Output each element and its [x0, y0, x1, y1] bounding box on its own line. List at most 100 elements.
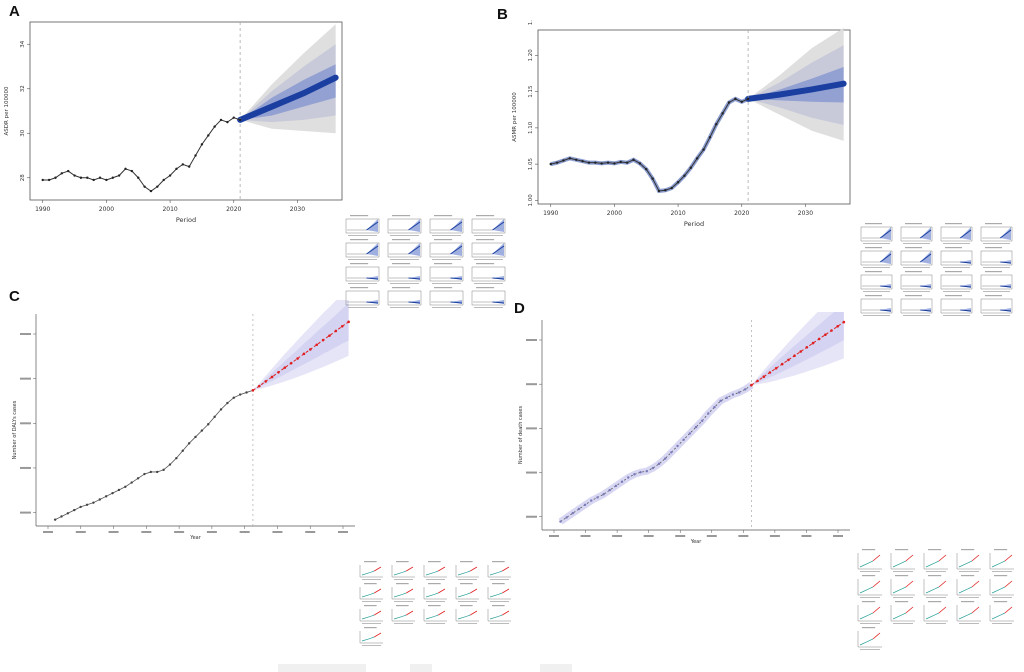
- panel-frame: [900, 250, 933, 266]
- panel-title-blur: [994, 549, 1008, 551]
- history-point: [731, 393, 735, 396]
- small-multiple-panel: [391, 583, 415, 602]
- panel-letter-c: C: [9, 288, 20, 305]
- panel-frame: [345, 242, 380, 258]
- history-point: [213, 125, 216, 128]
- x-tick-label: 2000: [607, 210, 622, 217]
- panel-letter-a: A: [9, 3, 20, 20]
- panel-axis-blur: [348, 307, 377, 308]
- panel-title-blur: [350, 215, 369, 217]
- history-point: [670, 186, 673, 190]
- panel-axis-blur: [903, 315, 930, 316]
- panel-axis-blur: [458, 579, 477, 580]
- history-point: [92, 178, 95, 182]
- panel-projection: [502, 610, 510, 616]
- small-multiple-panel: [989, 575, 1014, 598]
- projection-point: [768, 371, 772, 374]
- panel-axis-blur: [860, 597, 880, 598]
- history-point: [600, 162, 603, 165]
- panel-projection: [938, 554, 947, 562]
- small-multiple-panel: [900, 271, 933, 292]
- bottom-strip: [540, 664, 572, 672]
- small-multiple-panel: [989, 601, 1014, 624]
- forecast-mean-line: [237, 74, 339, 123]
- history-point: [213, 415, 216, 419]
- panel-history: [393, 592, 407, 598]
- panel-mean: [492, 245, 505, 255]
- panel-title-blur: [476, 215, 495, 217]
- small-multiple-panel: [923, 575, 948, 598]
- history-point: [727, 101, 731, 104]
- x-tick-label: 2010: [670, 210, 685, 217]
- projection-point: [780, 362, 784, 366]
- history-point: [575, 158, 578, 161]
- panel-projection: [905, 606, 914, 614]
- history-point: [746, 97, 750, 101]
- panel-title-blur: [905, 271, 923, 273]
- panel-title-blur: [905, 247, 923, 249]
- small-multiple-panel: [487, 605, 511, 624]
- small-multiple-panel: [359, 627, 383, 646]
- panel-title-blur: [350, 239, 369, 241]
- history-point: [694, 425, 698, 429]
- small-multiple-panel: [471, 263, 506, 284]
- projection-point: [258, 384, 261, 388]
- history-point: [130, 481, 133, 484]
- small-multiple-panel: [860, 295, 893, 316]
- history-point: [695, 157, 699, 160]
- panel-projection: [374, 632, 382, 638]
- small-multiple-panel: [471, 287, 506, 308]
- small-multiple-panel: [857, 549, 882, 572]
- panel-mean: [366, 221, 379, 231]
- panel-history: [958, 586, 973, 594]
- panel-history: [393, 570, 407, 576]
- history-point: [181, 163, 185, 166]
- x-tick-label-blur: [675, 535, 686, 537]
- panel-axis-blur: [394, 623, 413, 624]
- panel-axis-blur: [362, 579, 381, 580]
- x-tick-label: 2010: [162, 206, 177, 213]
- x-tick-label-blur: [580, 535, 591, 537]
- panel-title-blur: [396, 561, 409, 563]
- projection-point: [302, 352, 306, 356]
- outer-prediction-band: [252, 300, 349, 391]
- history-point: [85, 503, 89, 506]
- panel-mean: [408, 301, 421, 304]
- history-point: [590, 499, 593, 502]
- panel-mean: [920, 285, 932, 288]
- history-point: [719, 399, 722, 403]
- small-multiple-panel: [956, 575, 981, 598]
- panel-title-blur: [862, 627, 876, 629]
- history-point: [583, 503, 587, 506]
- projection-point: [817, 337, 821, 341]
- small-multiple-panel: [391, 605, 415, 624]
- small-multiple-panel: [429, 215, 464, 236]
- panel-title-blur: [865, 295, 883, 297]
- history-point: [676, 181, 680, 184]
- x-axis-label: Period: [684, 220, 704, 228]
- panel-mean: [960, 309, 972, 312]
- panel-title-blur: [961, 601, 975, 603]
- panel-frame: [980, 250, 1013, 266]
- panel-frame: [471, 242, 506, 258]
- history-point: [606, 161, 610, 164]
- history-point: [232, 396, 235, 399]
- x-axis-label: Year: [690, 539, 703, 545]
- panel-mean: [1000, 261, 1012, 264]
- panel-projection: [872, 554, 881, 562]
- history-point: [117, 488, 121, 492]
- small-multiple-panel: [429, 287, 464, 308]
- history-point: [149, 470, 153, 474]
- projection-point: [289, 361, 293, 365]
- panel-frame: [940, 298, 973, 314]
- panel-axis-blur: [394, 601, 413, 602]
- panel-title-blur: [396, 605, 409, 607]
- panel-axis-blur: [903, 243, 930, 244]
- y-tick-label: 1.00: [528, 194, 534, 207]
- history-point: [194, 154, 197, 157]
- panel-frame: [860, 274, 893, 290]
- panel-axis-blur: [426, 579, 445, 580]
- panel-frame: [980, 274, 1013, 290]
- panel-mean: [450, 277, 463, 280]
- x-tick-label: 2000: [99, 206, 114, 213]
